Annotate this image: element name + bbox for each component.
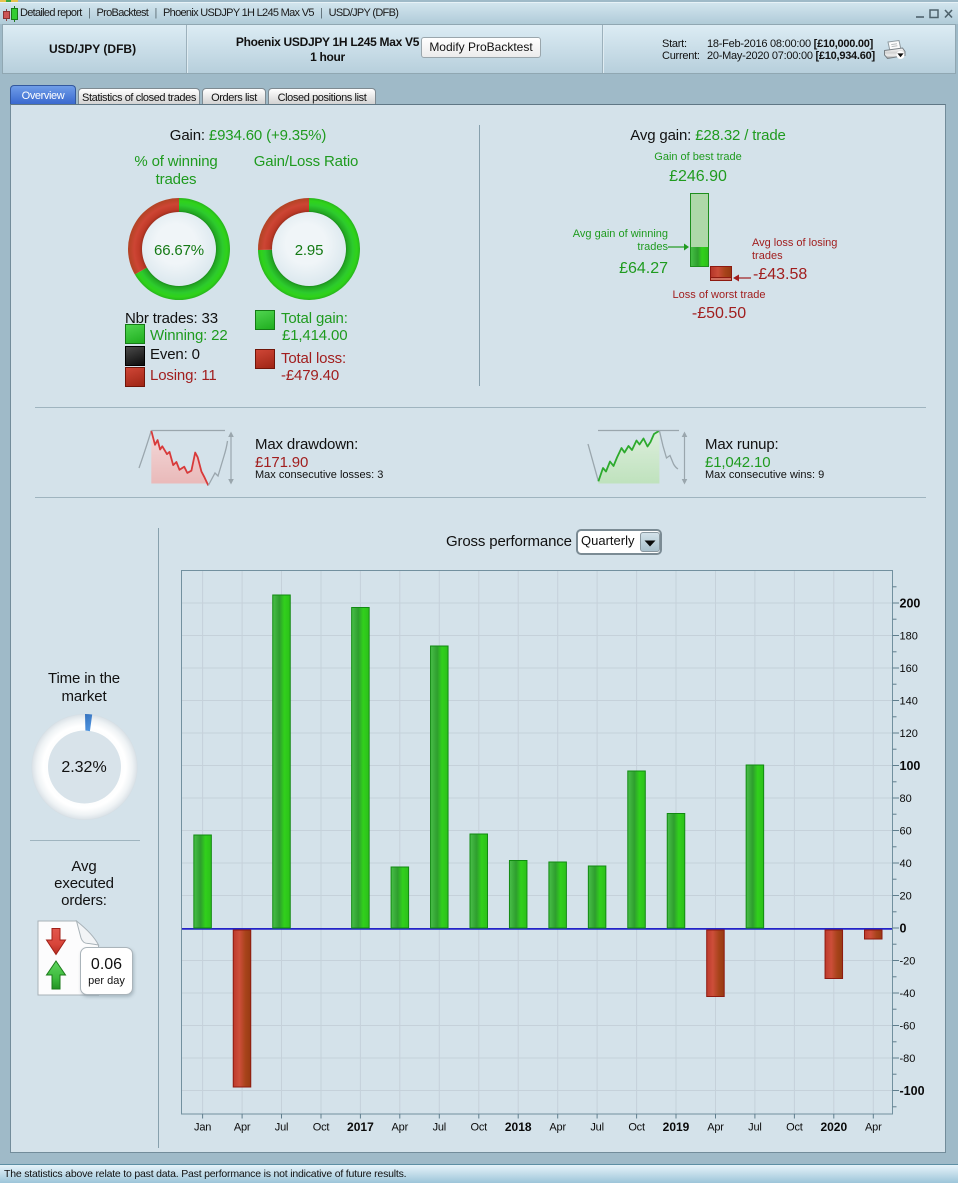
svg-text:Oct: Oct xyxy=(628,1122,645,1134)
svg-text:Oct: Oct xyxy=(786,1122,803,1134)
svg-text:40: 40 xyxy=(900,858,912,870)
svg-text:0: 0 xyxy=(900,921,907,935)
svg-text:2018: 2018 xyxy=(505,1120,532,1134)
svg-text:Jul: Jul xyxy=(748,1122,761,1134)
svg-text:-20: -20 xyxy=(900,956,916,968)
svg-text:120: 120 xyxy=(900,728,918,740)
svg-text:-100: -100 xyxy=(900,1084,925,1098)
svg-text:Apr: Apr xyxy=(234,1122,251,1134)
svg-text:Oct: Oct xyxy=(313,1122,330,1134)
svg-text:2019: 2019 xyxy=(663,1120,690,1134)
svg-text:Jul: Jul xyxy=(433,1122,446,1134)
svg-text:200: 200 xyxy=(900,596,921,610)
svg-text:140: 140 xyxy=(900,696,918,708)
svg-text:60: 60 xyxy=(900,826,912,838)
svg-text:100: 100 xyxy=(900,759,921,773)
svg-text:Apr: Apr xyxy=(549,1122,566,1134)
svg-text:Jul: Jul xyxy=(275,1122,288,1134)
svg-text:-40: -40 xyxy=(900,988,916,1000)
svg-text:-80: -80 xyxy=(900,1053,916,1065)
svg-text:Oct: Oct xyxy=(471,1122,488,1134)
svg-text:Jan: Jan xyxy=(194,1122,211,1134)
svg-text:180: 180 xyxy=(900,631,918,643)
svg-text:Apr: Apr xyxy=(392,1122,409,1134)
svg-text:Apr: Apr xyxy=(707,1122,724,1134)
svg-text:2020: 2020 xyxy=(820,1120,847,1134)
svg-text:20: 20 xyxy=(900,891,912,903)
svg-text:80: 80 xyxy=(900,793,912,805)
svg-text:-60: -60 xyxy=(900,1021,916,1033)
svg-text:160: 160 xyxy=(900,663,918,675)
svg-text:Apr: Apr xyxy=(865,1122,882,1134)
svg-text:2017: 2017 xyxy=(347,1120,374,1134)
svg-text:Jul: Jul xyxy=(590,1122,603,1134)
